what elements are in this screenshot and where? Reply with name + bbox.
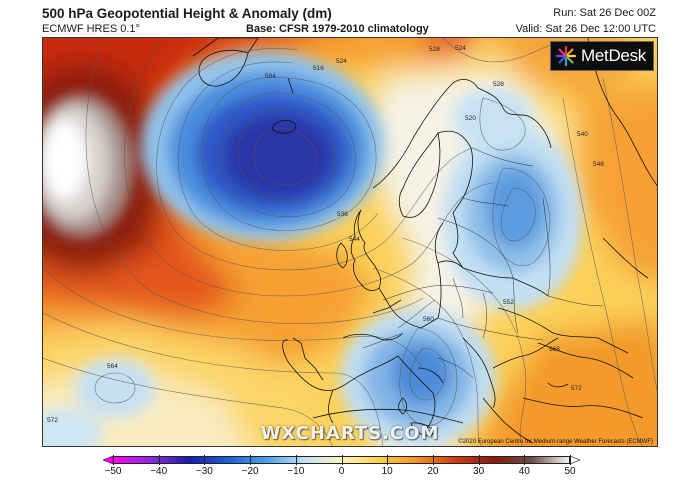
contour-label: 572	[571, 385, 582, 392]
colorbar-tick-label: −30	[195, 466, 213, 477]
colorbar-tick-label: −50	[104, 466, 122, 477]
map-canvas: 504 516 524 528 524 520 528 540 548 536 …	[43, 38, 657, 446]
colorbar-tick-label: −20	[241, 466, 259, 477]
contour-label: 548	[593, 161, 604, 168]
colorbar-tick	[341, 455, 343, 465]
colorbar-tick	[295, 455, 297, 465]
contour-label: 528	[493, 81, 504, 88]
contour-label: 524	[455, 45, 466, 52]
contour-label: 540	[577, 131, 588, 138]
contour-label: 568	[549, 346, 560, 353]
colorbar-tick	[204, 455, 206, 465]
colorbar-tick-label: −10	[287, 466, 305, 477]
contour-label: 572	[47, 417, 58, 424]
colorbar-tick	[478, 455, 480, 465]
contour-label: 516	[313, 65, 324, 72]
contour-labels: 504 516 524 528 524 520 528 540 548 536 …	[47, 45, 604, 424]
valid-label: Valid: Sat 26 Dec 12:00 UTC	[515, 23, 656, 35]
colorbar-tick	[158, 455, 160, 465]
metdesk-logo: MetDesk	[550, 41, 654, 71]
contour-label: 504	[265, 73, 276, 80]
colorbar-tick-label: 50	[564, 466, 576, 477]
colorbar-tick	[570, 455, 571, 465]
run-label: Run: Sat 26 Dec 00Z	[553, 7, 656, 19]
logo-text: MetDesk	[581, 46, 646, 65]
colorbar-tick-label: 30	[473, 466, 485, 477]
colorbar	[103, 455, 580, 466]
contour-label: 528	[429, 46, 440, 53]
contour-label: 544	[349, 236, 360, 243]
colorbar-max-arrow	[569, 456, 580, 465]
colorbar-tick	[113, 455, 114, 465]
colorbar-min-arrow	[103, 456, 114, 465]
contour-label: 560	[423, 316, 434, 323]
model-label: ECMWF HRES 0.1°	[42, 23, 140, 35]
anomaly-field	[43, 38, 657, 446]
contour-label: 536	[337, 211, 348, 218]
colorbar-tick	[250, 455, 252, 465]
colorbar-tick-label: 40	[518, 466, 530, 477]
colorbar-tick	[387, 455, 389, 465]
borders	[362, 147, 604, 379]
coastlines	[192, 38, 657, 444]
height-contours	[43, 38, 657, 446]
metdesk-logo-icon	[555, 45, 577, 67]
copyright-notice: ©2020 European Centre for Medium-range W…	[458, 439, 653, 445]
base-label: Base: CFSR 1979-2010 climatology	[246, 23, 429, 35]
colorbar-tick	[524, 455, 526, 465]
contour-label: 524	[336, 58, 347, 65]
colorbar-tick-label: −40	[150, 466, 168, 477]
colorbar-tick-label: 20	[427, 466, 439, 477]
contour-label: 552	[503, 299, 514, 306]
watermark: WXCHARTS.COM	[260, 423, 440, 444]
colorbar-tick-label: 0	[338, 466, 345, 477]
contour-label: 564	[107, 363, 118, 370]
colorbar-tick-label: 10	[381, 466, 393, 477]
colorbar-tick	[432, 455, 434, 465]
contour-label: 520	[465, 115, 476, 122]
chart-title: 500 hPa Geopotential Height & Anomaly (d…	[42, 6, 332, 21]
anomaly-map: 504 516 524 528 524 520 528 540 548 536 …	[42, 37, 658, 447]
